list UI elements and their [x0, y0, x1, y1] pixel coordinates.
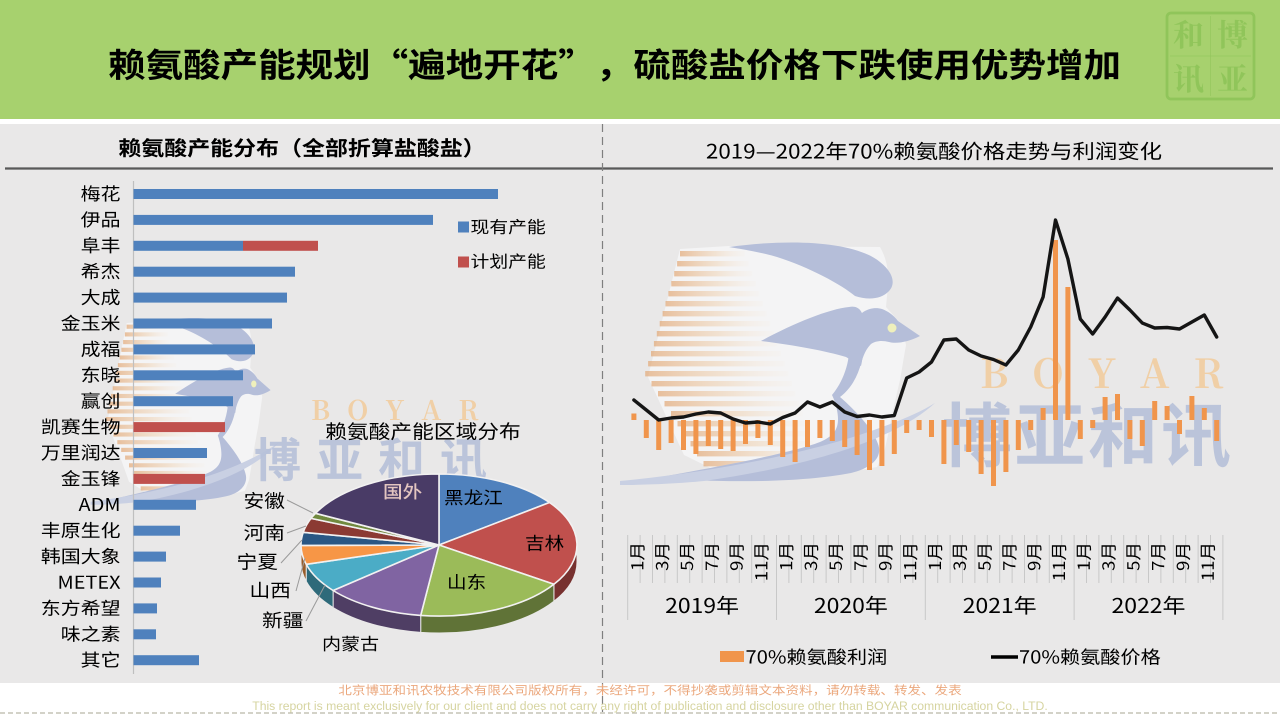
svg-text:This report is meant exclusive: This report is meant exclusively for our… [252, 699, 1048, 713]
